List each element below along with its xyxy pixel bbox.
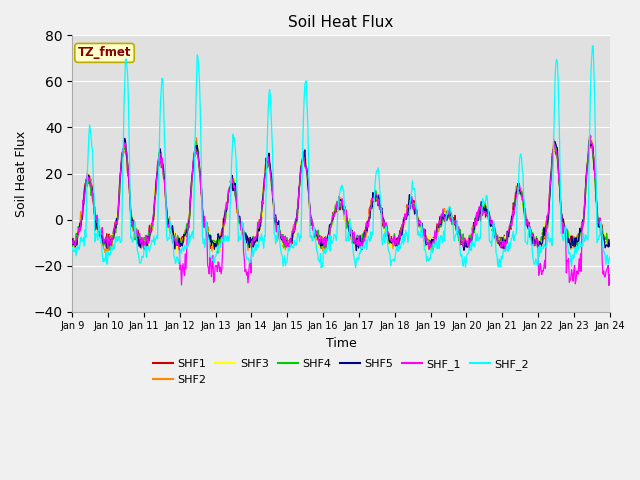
Line: SHF1: SHF1	[72, 141, 610, 253]
SHF5	[134, 234, 142, 240]
SHF4	[357, 249, 365, 254]
SHF1	[134, 237, 141, 243]
SHF4	[407, 200, 415, 206]
SHF_2	[216, 244, 224, 250]
SHF5	[424, 240, 431, 246]
SHF3	[173, 250, 181, 256]
SHF2	[134, 237, 142, 242]
SHF5	[606, 243, 614, 249]
SHF_1	[406, 198, 414, 204]
SHF2	[606, 243, 614, 249]
SHF_1	[606, 272, 614, 277]
SHF1	[606, 239, 614, 244]
Line: SHF4: SHF4	[72, 136, 610, 252]
SHF1	[217, 232, 225, 238]
SHF1	[588, 138, 596, 144]
Title: Soil Heat Flux: Soil Heat Flux	[289, 15, 394, 30]
SHF_1	[605, 283, 612, 288]
SHF_1	[586, 132, 594, 138]
Line: SHF3: SHF3	[72, 139, 610, 253]
X-axis label: Time: Time	[326, 337, 356, 350]
SHF5	[78, 216, 86, 222]
SHF3	[606, 238, 614, 243]
Line: SHF_2: SHF_2	[72, 46, 610, 268]
SHF3	[189, 161, 196, 167]
SHF_1	[188, 178, 196, 183]
SHF1	[214, 250, 222, 256]
SHF2	[189, 167, 196, 173]
Line: SHF_1: SHF_1	[72, 135, 610, 286]
SHF5	[68, 236, 76, 242]
SHF2	[68, 238, 76, 243]
SHF3	[78, 214, 86, 220]
Text: TZ_fmet: TZ_fmet	[78, 47, 131, 60]
Legend: SHF1, SHF2, SHF3, SHF4, SHF5, SHF_1, SHF_2: SHF1, SHF2, SHF3, SHF4, SHF5, SHF_1, SHF…	[148, 355, 534, 389]
SHF_1	[78, 212, 86, 218]
SHF3	[407, 202, 415, 208]
SHF5	[189, 166, 196, 171]
SHF2	[423, 237, 431, 243]
SHF1	[68, 243, 76, 249]
SHF5	[353, 248, 360, 253]
SHF4	[68, 244, 76, 250]
Y-axis label: Soil Heat Flux: Soil Heat Flux	[15, 131, 28, 216]
SHF_1	[134, 230, 141, 236]
Line: SHF5: SHF5	[72, 138, 610, 251]
SHF_2	[407, 193, 415, 199]
SHF3	[134, 240, 141, 246]
SHF_1	[422, 235, 429, 240]
SHF2	[102, 250, 109, 256]
SHF3	[423, 236, 431, 241]
SHF_1	[68, 241, 76, 247]
SHF_2	[188, 230, 196, 236]
SHF_2	[78, 239, 86, 245]
SHF3	[217, 236, 225, 241]
SHF_2	[606, 254, 614, 260]
SHF_1	[216, 264, 224, 270]
SHF1	[407, 203, 415, 208]
SHF4	[423, 235, 431, 241]
SHF2	[78, 213, 86, 219]
SHF_2	[589, 43, 596, 49]
SHF4	[606, 243, 614, 249]
SHF1	[188, 176, 196, 182]
SHF5	[217, 233, 225, 239]
SHF1	[78, 215, 86, 221]
SHF4	[586, 133, 593, 139]
SHF3	[587, 136, 595, 142]
SHF4	[188, 173, 196, 179]
SHF4	[216, 241, 224, 247]
SHF_2	[423, 258, 431, 264]
SHF2	[587, 133, 595, 139]
SHF5	[121, 135, 129, 141]
SHF_2	[134, 248, 141, 254]
SHF2	[407, 204, 415, 210]
SHF1	[423, 239, 431, 244]
SHF4	[134, 229, 141, 235]
SHF2	[217, 229, 225, 235]
SHF_2	[68, 245, 76, 251]
Line: SHF2: SHF2	[72, 136, 610, 253]
SHF5	[408, 196, 415, 202]
SHF3	[68, 245, 76, 251]
SHF4	[78, 215, 86, 221]
SHF_2	[317, 265, 325, 271]
